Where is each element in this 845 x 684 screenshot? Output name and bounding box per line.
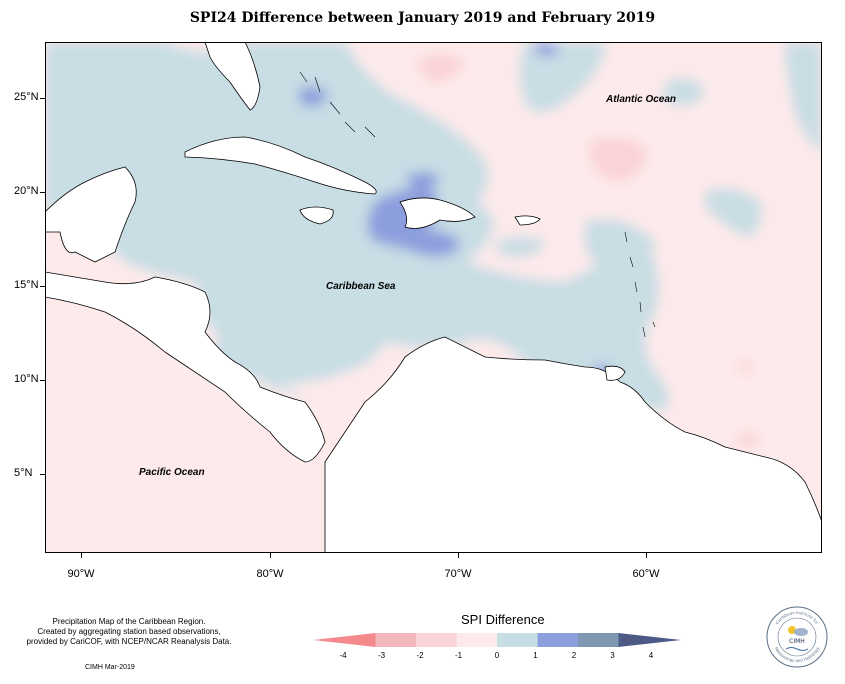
tick-mark <box>40 286 45 287</box>
date-stamp: CIMH Mar-2019 <box>85 664 135 671</box>
tick-mark <box>270 553 271 558</box>
lat-tick-5: 5°N <box>14 467 33 479</box>
legend-colorbar <box>313 633 681 647</box>
legend-tick-label: 4 <box>648 651 654 660</box>
map-title: SPI24 Difference between January 2019 an… <box>189 10 656 26</box>
tick-mark <box>40 192 45 193</box>
spi-field <box>45 42 822 541</box>
legend-tick-label: -4 <box>339 651 347 660</box>
credit-line-2: Created by aggregating station based obs… <box>37 627 221 636</box>
legend-tick-label: 1 <box>533 651 538 660</box>
caribbean-sea-label: Caribbean Sea <box>326 281 396 292</box>
tick-mark <box>81 553 82 558</box>
cimh-logo: Caribbean Institute for Meteorology and … <box>766 606 828 668</box>
credit-line-3: provided by CariCOF, with NCEP/NCAR Rean… <box>26 637 232 646</box>
legend-title: SPI Difference <box>461 612 545 627</box>
tick-mark <box>40 474 45 475</box>
legend-swatch <box>416 633 457 647</box>
pacific-ocean-label: Pacific Ocean <box>139 467 205 478</box>
legend-swatch <box>497 633 538 647</box>
legend-swatch <box>375 633 417 647</box>
land-masses <box>45 42 822 553</box>
credit-line-1: Precipitation Map of the Caribbean Regio… <box>52 617 206 626</box>
lon-tick-80: 80°W <box>256 568 284 580</box>
map-border <box>45 42 822 553</box>
tick-mark <box>458 553 459 558</box>
tick-mark <box>40 380 45 381</box>
lon-tick-60: 60°W <box>632 568 660 580</box>
lon-tick-70: 70°W <box>444 568 472 580</box>
wave-icon <box>785 647 809 651</box>
lat-tick-20: 20°N <box>14 185 39 197</box>
islands <box>299 71 656 338</box>
map-area <box>45 42 822 553</box>
tick-mark <box>646 553 647 558</box>
legend-swatch <box>537 633 579 647</box>
lon-tick-90: 90°W <box>67 568 95 580</box>
spi-map <box>45 42 822 553</box>
legend-tick-label: -1 <box>454 651 463 660</box>
legend-tick-label: -3 <box>377 651 386 660</box>
legend-tick-label: -2 <box>416 651 424 660</box>
cloud-icon <box>794 628 808 636</box>
tick-mark <box>40 98 45 99</box>
legend-tick-label: 2 <box>571 651 577 660</box>
lat-tick-15: 15°N <box>14 279 39 291</box>
legend-swatch <box>618 633 681 647</box>
legend-tick-label: 0 <box>494 651 500 660</box>
legend-swatch <box>578 633 619 647</box>
legend-swatch <box>456 633 498 647</box>
logo-name: CIMH <box>789 638 805 645</box>
atlantic-ocean-label: Atlantic Ocean <box>606 94 677 105</box>
legend-tick-label: 3 <box>610 651 615 660</box>
lat-tick-10: 10°N <box>14 373 39 385</box>
legend-swatch <box>313 633 376 647</box>
lat-tick-25: 25°N <box>14 91 39 103</box>
